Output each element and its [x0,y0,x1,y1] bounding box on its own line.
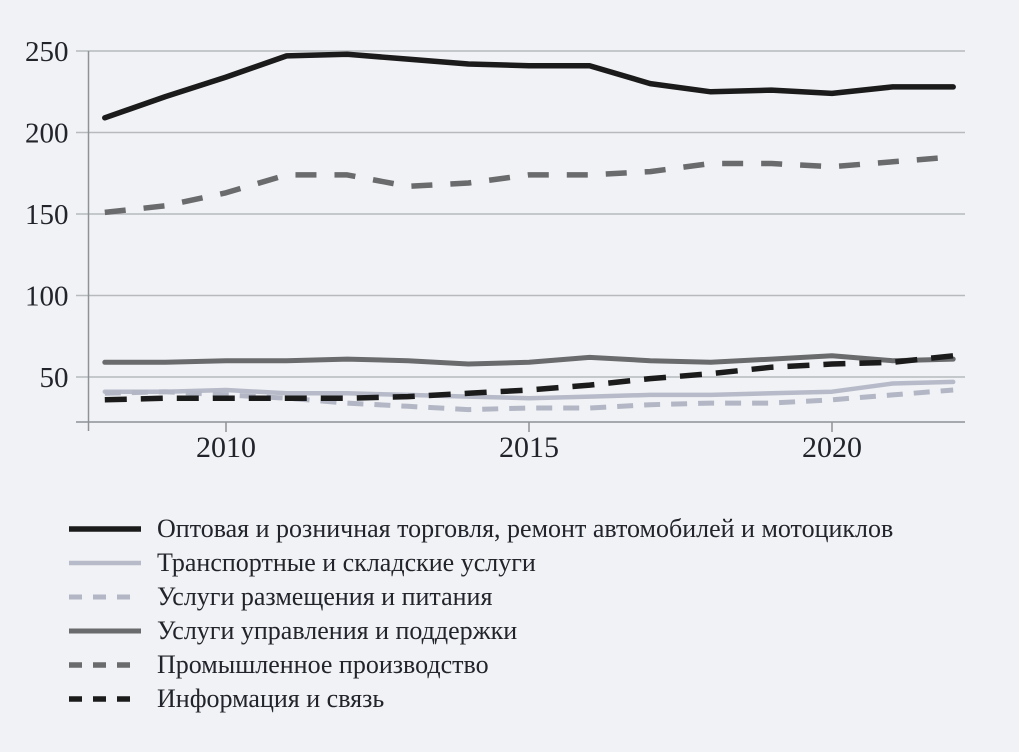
legend-label: Услуги размещения и питания [157,582,493,611]
series-line-3 [102,353,956,367]
y-tick-label: 200 [25,118,69,150]
legend-swatch-line [69,526,141,532]
series-line-0 [102,51,956,121]
legend-item: Услуги управления и поддержки [68,614,893,648]
legend-label: Транспортные и складские услуги [157,548,536,577]
x-tick-label: 2015 [499,431,559,464]
y-tick-label: 50 [40,362,69,394]
legend-item: Транспортные и складские услуги [68,546,893,580]
legend-label: Информация и связь [157,684,385,713]
y-tick-label: 100 [25,281,69,313]
legend-swatch-line [69,662,141,668]
legend-label: Услуги управления и поддержки [157,616,518,645]
series-line-2 [104,387,954,413]
line-chart-plot: 250 200 150 100 50 2010 2015 2020 [25,36,965,464]
series-line-1 [102,379,956,401]
series-line-4 [104,154,954,216]
legend-swatch-line [69,696,141,702]
chart-legend: Оптовая и розничная торговля, ремонт авт… [68,512,893,716]
legend-item: Промышленное производство [68,648,893,682]
y-tick-label: 250 [25,36,69,68]
x-tick-label: 2010 [196,431,256,464]
legend-item: Оптовая и розничная торговля, ремонт авт… [68,512,893,546]
y-tick-label: 150 [25,199,69,231]
legend-item: Услуги размещения и питания [68,580,893,614]
legend-label: Оптовая и розничная торговля, ремонт авт… [157,514,894,543]
legend-swatch-line [69,628,141,634]
legend-swatch-line [69,594,141,600]
legend-item: Информация и связь [68,682,893,716]
legend-label: Промышленное производство [157,650,489,679]
x-tick-label: 2020 [802,431,862,464]
legend-swatch-line [69,560,141,566]
